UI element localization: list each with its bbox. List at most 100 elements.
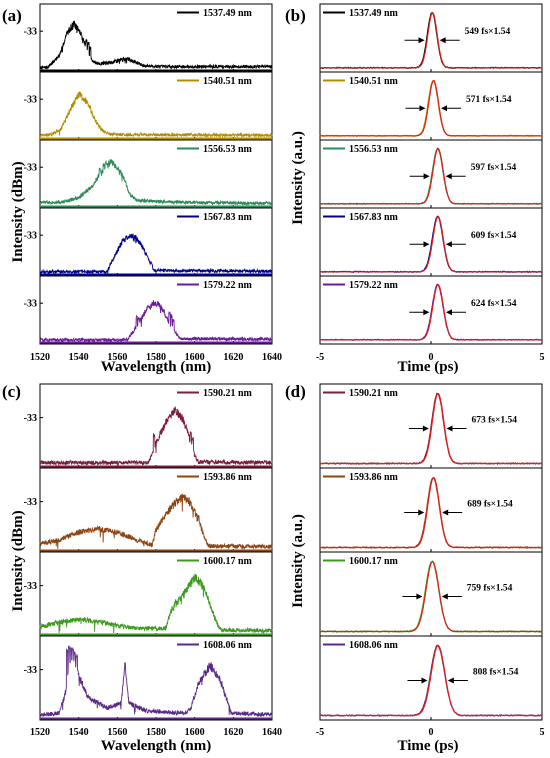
panel-d-xlabel: Time (ps) xyxy=(398,738,459,754)
panel-a-ylabel: Intensity (dBm) xyxy=(10,161,26,262)
legend-label: 1556.53 nm xyxy=(203,144,253,155)
sech2-fit-curve xyxy=(320,80,542,137)
y-tick-label: -33 xyxy=(24,581,37,592)
legend-label: 1593.86 nm xyxy=(203,472,253,483)
fwhm-arrows xyxy=(407,677,468,684)
pulse-width-annotation: 808 fs×1.54 xyxy=(473,668,519,678)
series-160806-nm: 808 fs×1.54 xyxy=(319,644,543,717)
x-tick-label: 1560 xyxy=(107,352,127,363)
x-tick-label: 1520 xyxy=(30,352,50,363)
pulse-width-annotation: 624 fs×1.54 xyxy=(471,299,517,309)
fwhm-arrows xyxy=(405,105,462,112)
spectrum-line xyxy=(39,645,273,718)
legend-label: 1593.86 nm xyxy=(349,472,399,483)
x-tick-label: -5 xyxy=(316,352,324,363)
sech2-fit-curve xyxy=(320,644,542,717)
y-tick-label: -33 xyxy=(24,299,37,310)
sech2-fit-curve xyxy=(320,393,542,465)
panel-c-ylabel: Intensity (dBm) xyxy=(10,510,26,611)
series-153749-nm xyxy=(39,20,273,72)
panel-label-c: (c) xyxy=(2,382,21,401)
spectrum-line xyxy=(39,406,273,467)
autocorrelation-trace xyxy=(319,644,543,717)
panel-c: -33 1590.21 nm -33 1593.86 nm -33 1600.17 nm -… xyxy=(24,383,282,738)
y-tick-label: -33 xyxy=(24,95,37,106)
fwhm-arrows xyxy=(408,425,467,432)
sech2-fit-curve xyxy=(320,284,542,341)
pulse-width-annotation: 549 fs×1.54 xyxy=(465,27,511,37)
series-160017-nm xyxy=(39,573,273,636)
pulse-width-annotation: 571 fs×1.54 xyxy=(466,95,512,105)
series-160017-nm: 759 fs×1.54 xyxy=(319,560,543,633)
panel-label-a: (a) xyxy=(2,6,22,25)
panel-b-ylabel: Intensity (a.u.) xyxy=(290,131,306,225)
x-tick-label: 1620 xyxy=(223,727,243,738)
spectrum-line xyxy=(39,91,273,139)
x-tick-label: 1580 xyxy=(146,727,166,738)
x-tick-label: 0 xyxy=(429,352,434,363)
panel-d: 673 fs×1.54 1590.21 nm 689 fs×1.54 1593.86 … xyxy=(316,383,545,738)
sech2-fit-curve xyxy=(320,148,542,205)
series-159386-nm: 689 fs×1.54 xyxy=(320,477,543,550)
legend-label: 1579.22 nm xyxy=(203,280,253,291)
legend-label: 1600.17 nm xyxy=(349,556,399,567)
series-157922-nm: 624 fs×1.54 xyxy=(319,283,543,342)
x-tick-label: 1580 xyxy=(146,352,166,363)
autocorrelation-trace xyxy=(319,215,543,274)
x-tick-label: -5 xyxy=(316,727,324,738)
fwhm-arrows xyxy=(409,309,466,316)
legend-label: 1556.53 nm xyxy=(349,144,399,155)
sech2-fit-curve xyxy=(320,216,542,273)
series-159021-nm xyxy=(39,406,273,468)
pulse-width-annotation: 689 fs×1.54 xyxy=(467,500,513,510)
legend-label: 1537.49 nm xyxy=(349,8,399,19)
panel-b: 549 fs×1.54 1537.49 nm 571 fs×1.54 1540.51 … xyxy=(316,3,545,363)
spectrum-line xyxy=(39,159,273,206)
panel-b-xlabel: Time (ps) xyxy=(398,359,459,375)
spectrum-line xyxy=(39,233,273,275)
legend-label: 1537.49 nm xyxy=(203,8,253,19)
y-tick-label: -33 xyxy=(24,413,37,424)
fwhm-arrows xyxy=(409,173,466,180)
pulse-width-annotation: 597 fs×1.54 xyxy=(471,163,517,173)
autocorrelation-trace xyxy=(319,560,543,633)
x-tick-label: 1640 xyxy=(262,727,282,738)
fwhm-arrows xyxy=(404,37,460,44)
fwhm-arrows xyxy=(404,509,463,516)
legend-label: 1608.06 nm xyxy=(349,640,399,651)
pulse-width-annotation: 759 fs×1.54 xyxy=(467,584,513,594)
x-tick-label: 1620 xyxy=(223,352,243,363)
x-tick-label: 1600 xyxy=(185,352,205,363)
fwhm-arrows xyxy=(409,241,466,248)
x-tick-label: 0 xyxy=(429,727,434,738)
fwhm-arrows xyxy=(402,593,462,600)
legend-label: 1600.17 nm xyxy=(203,556,253,567)
legend-label: 1540.51 nm xyxy=(203,76,253,87)
series-159021-nm: 673 fs×1.54 xyxy=(319,392,542,466)
y-tick-label: -33 xyxy=(24,231,37,242)
x-tick-label: 5 xyxy=(540,727,545,738)
spectrum-line xyxy=(39,300,273,343)
legend-label: 1590.21 nm xyxy=(349,388,399,399)
panel-c-xlabel: Wavelength (nm) xyxy=(101,738,211,754)
y-tick-label: -33 xyxy=(24,665,37,676)
sech2-fit-curve xyxy=(320,560,542,633)
pulse-width-annotation: 673 fs×1.54 xyxy=(471,416,517,426)
x-tick-label: 1600 xyxy=(185,727,205,738)
series-155653-nm xyxy=(39,159,273,208)
series-160806-nm xyxy=(39,645,273,720)
sech2-fit-curve xyxy=(320,11,542,69)
series-156783-nm xyxy=(39,233,273,276)
legend-label: 1579.22 nm xyxy=(349,280,399,291)
autocorrelation-trace xyxy=(319,147,543,206)
x-tick-label: 1640 xyxy=(262,352,282,363)
panel-a: -33 1537.49 nm -33 1540.51 nm -33 1556.53 nm -… xyxy=(24,3,282,363)
x-tick-label: 5 xyxy=(540,352,545,363)
autocorrelation-trace xyxy=(319,11,543,70)
autocorrelation-trace xyxy=(319,283,543,342)
autocorrelation-trace xyxy=(320,477,543,550)
series-159386-nm xyxy=(39,493,273,552)
series-157922-nm xyxy=(39,300,273,344)
series-153749-nm: 549 fs×1.54 xyxy=(319,11,543,70)
legend-label: 1540.51 nm xyxy=(349,76,399,87)
